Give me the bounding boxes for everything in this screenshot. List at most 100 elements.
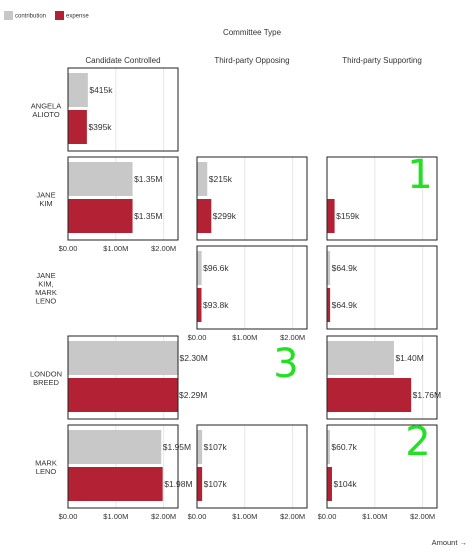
value-label-expense: $159k bbox=[336, 211, 360, 221]
column-headers: Candidate Controlled Third-party Opposing… bbox=[85, 56, 421, 65]
facet-column-title: Committee Type bbox=[223, 28, 282, 37]
bar-contribution-jane-kim-mark-leno-third-party-supporting bbox=[327, 251, 331, 285]
x-tick-label: $1.00M bbox=[362, 512, 387, 521]
value-label-contribution: $107k bbox=[204, 442, 228, 452]
panel-frame bbox=[67, 424, 179, 509]
value-label-contribution: $2.30M bbox=[180, 353, 208, 363]
x-tick-label: $2.00M bbox=[410, 512, 435, 521]
bar-contribution-jane-kim-candidate-controlled bbox=[68, 162, 133, 196]
panel-jane-kim-candidate-controlled: $1.35M $1.35M bbox=[67, 156, 179, 241]
value-label-contribution: $1.40M bbox=[395, 353, 423, 363]
x-tick-label: $1.00M bbox=[103, 512, 128, 521]
x-tick-label: $1.00M bbox=[232, 512, 257, 521]
row-label-jane-kim-mark-leno: JANE KIM, MARK LENO bbox=[35, 271, 57, 306]
bar-expense-london-breed-candidate-controlled bbox=[68, 378, 178, 412]
x-tick-label: $2.00M bbox=[280, 512, 305, 521]
annotation-3: 3 bbox=[273, 341, 298, 387]
bar-expense-jane-kim-mark-leno-third-party-supporting bbox=[327, 288, 331, 322]
x-tick-labels: $0.00 $1.00M $2.00M $0.00 $1.00M $2.00M $0.00 $… bbox=[59, 244, 436, 521]
x-tick-label: $1.00M bbox=[232, 333, 257, 342]
panel-jane-kim-mark-leno-third-party-opposing: $96.6k $93.8k bbox=[196, 245, 308, 330]
panel-london-breed-candidate-controlled: $2.30M $2.29M bbox=[67, 335, 208, 420]
legend-swatch-expense bbox=[55, 11, 64, 20]
panel-mark-leno-third-party-opposing: $107k $107k bbox=[196, 424, 308, 509]
value-label-expense: $395k bbox=[88, 122, 112, 132]
bar-expense-mark-leno-candidate-controlled bbox=[68, 467, 163, 501]
panel-frame bbox=[326, 335, 438, 420]
panel-frame bbox=[326, 424, 438, 509]
legend-label-contribution: contribution bbox=[15, 14, 46, 20]
panel-mark-leno-third-party-supporting: $60.7k $104k bbox=[326, 424, 438, 509]
bar-contribution-london-breed-candidate-controlled bbox=[68, 341, 178, 375]
panel-jane-kim-mark-leno-third-party-supporting: $64.9k $64.9k bbox=[326, 245, 438, 330]
panel-frame bbox=[196, 245, 308, 330]
column-header-candidate-controlled: Candidate Controlled bbox=[85, 56, 160, 65]
x-tick-label: $1.00M bbox=[103, 244, 128, 253]
value-label-contribution: $1.35M bbox=[134, 174, 162, 184]
value-label-expense: $104k bbox=[333, 479, 357, 489]
bar-contribution-mark-leno-third-party-opposing bbox=[197, 430, 203, 464]
x-tick-label: $2.00M bbox=[151, 244, 176, 253]
row-label-mark-leno: MARK LENO bbox=[35, 458, 57, 476]
x-tick-label: $0.00 bbox=[59, 512, 78, 521]
value-label-contribution: $415k bbox=[89, 85, 113, 95]
handwritten-annotations: 1 2 3 bbox=[273, 152, 432, 465]
value-label-expense: $93.8k bbox=[203, 300, 229, 310]
bar-expense-london-breed-third-party-supporting bbox=[327, 378, 412, 412]
column-header-third-party-supporting: Third-party Supporting bbox=[342, 56, 422, 65]
x-axis-label: Amount → bbox=[432, 538, 467, 547]
panel-frame bbox=[326, 156, 438, 241]
value-label-contribution: $96.6k bbox=[203, 263, 229, 273]
bar-expense-mark-leno-third-party-opposing bbox=[197, 467, 203, 501]
x-tick-label: $0.00 bbox=[318, 512, 337, 521]
row-labels: ANGELA ALIOTO JANE KIM JANE KIM, MARK LENO LONDO… bbox=[30, 101, 62, 476]
bar-contribution-jane-kim-mark-leno-third-party-opposing bbox=[197, 251, 202, 285]
value-label-expense: $1.76M bbox=[413, 390, 441, 400]
column-header-third-party-opposing: Third-party Opposing bbox=[214, 56, 289, 65]
bar-expense-jane-kim-third-party-opposing bbox=[197, 199, 212, 233]
value-label-contribution: $64.9k bbox=[332, 263, 358, 273]
x-tick-label: $0.00 bbox=[59, 244, 78, 253]
value-label-contribution: $60.7k bbox=[331, 442, 357, 452]
panel-mark-leno-candidate-controlled: $1.95M$1.98M bbox=[67, 424, 193, 509]
bar-expense-jane-kim-mark-leno-third-party-opposing bbox=[197, 288, 202, 322]
bar-contribution-angela-alioto-candidate-controlled bbox=[68, 73, 88, 107]
value-label-contribution: $215k bbox=[209, 174, 233, 184]
legend: contribution expense bbox=[4, 11, 89, 20]
x-tick-label: $2.00M bbox=[280, 333, 305, 342]
bar-expense-mark-leno-third-party-supporting bbox=[327, 467, 332, 501]
x-tick-label: $0.00 bbox=[188, 333, 207, 342]
value-label-expense: $107k bbox=[204, 479, 228, 489]
panel-jane-kim-third-party-opposing: $215k $299k bbox=[196, 156, 308, 241]
panel-frame bbox=[326, 245, 438, 330]
x-tick-label: $0.00 bbox=[188, 512, 207, 521]
x-tick-label: $2.00M bbox=[151, 512, 176, 521]
annotation-2: 2 bbox=[405, 419, 430, 465]
bar-contribution-mark-leno-third-party-supporting bbox=[327, 430, 330, 464]
row-label-angela-alioto: ANGELA ALIOTO bbox=[31, 101, 61, 119]
panel-frame bbox=[67, 67, 179, 152]
panel-london-breed-third-party-supporting: $1.40M $1.76M bbox=[326, 335, 441, 420]
panel-frame bbox=[67, 156, 179, 241]
legend-label-expense: expense bbox=[66, 14, 89, 20]
panel-frame bbox=[196, 424, 308, 509]
row-label-jane-kim: JANE KIM bbox=[36, 190, 55, 208]
panel-angela-alioto-candidate-controlled: $415k $395k bbox=[67, 67, 179, 152]
bar-contribution-mark-leno-candidate-controlled bbox=[68, 430, 162, 464]
facet-panels: $415k $395k $1.35M $1.35M $215k $299k $159k $96… bbox=[59, 67, 441, 521]
value-label-expense: $1.35M bbox=[134, 211, 162, 221]
panel-jane-kim-third-party-supporting: $159k bbox=[326, 156, 438, 241]
value-label-expense: $2.29M bbox=[179, 390, 207, 400]
bar-contribution-jane-kim-third-party-opposing bbox=[197, 162, 208, 196]
bar-expense-jane-kim-candidate-controlled bbox=[68, 199, 133, 233]
panel-frame bbox=[67, 335, 179, 420]
bar-contribution-london-breed-third-party-supporting bbox=[327, 341, 394, 375]
legend-swatch-contribution bbox=[4, 11, 13, 20]
bar-expense-angela-alioto-candidate-controlled bbox=[68, 110, 87, 144]
value-label-contribution: $1.95M bbox=[163, 442, 191, 452]
annotation-1: 1 bbox=[407, 152, 432, 198]
value-label-expense: $299k bbox=[213, 211, 237, 221]
value-label-expense: $64.9k bbox=[332, 300, 358, 310]
row-label-london-breed: LONDON BREED bbox=[30, 369, 62, 387]
